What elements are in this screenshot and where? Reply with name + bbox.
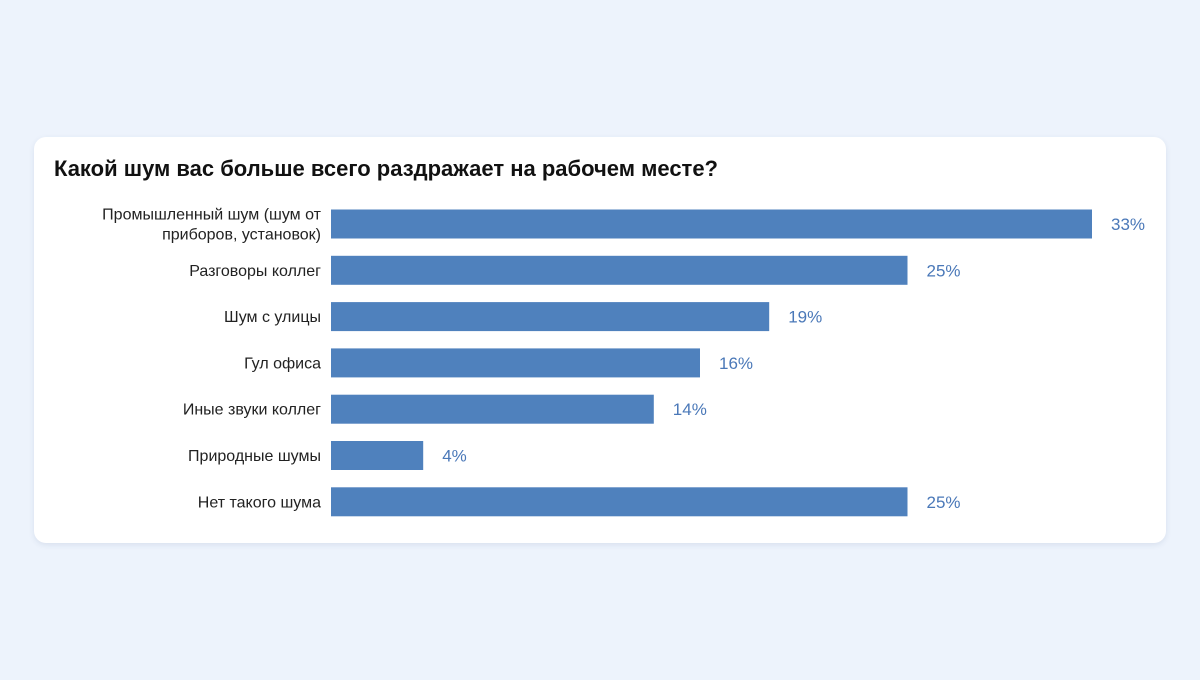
category-label: Иные звуки коллег <box>183 402 321 419</box>
category-label: Гул офиса <box>244 355 321 372</box>
bar-row: 4% Природные шумы <box>188 441 467 470</box>
value-label: 25% <box>927 261 961 280</box>
bar-chart: 33% Промышленный шум (шум от приборов, уст… <box>102 207 1145 517</box>
bar <box>331 394 654 424</box>
category-label: Шум с улицы <box>224 309 321 326</box>
bar <box>331 209 1092 239</box>
bar <box>331 302 770 332</box>
bar <box>331 348 700 378</box>
category-label: Промышленный шум (шум от <box>102 207 322 224</box>
value-label: 33% <box>1111 215 1145 234</box>
bar <box>331 255 908 285</box>
bar-row: 14% Иные звуки коллег <box>183 394 707 424</box>
chart-card: Какой шум вас больше всего раздражает на… <box>34 137 1166 543</box>
value-label: 4% <box>442 447 467 466</box>
value-label: 14% <box>673 400 707 419</box>
bar-row: 16% Гул офиса <box>244 348 753 378</box>
category-label: Нет такого шума <box>198 494 321 511</box>
bar-row: 33% Промышленный шум (шум от приборов, уст… <box>102 207 1145 244</box>
value-label: 19% <box>788 308 822 327</box>
chart-title: Какой шум вас больше всего раздражает на… <box>54 156 718 181</box>
category-label: Природные шумы <box>188 448 321 465</box>
category-label: Разговоры коллег <box>189 263 321 280</box>
bar <box>331 487 908 517</box>
bar-row: 25% Нет такого шума <box>198 487 961 517</box>
bar <box>331 441 424 470</box>
bar-row: 25% Разговоры коллег <box>189 255 961 285</box>
category-label: приборов, установок) <box>162 227 321 244</box>
value-label: 25% <box>927 493 961 512</box>
value-label: 16% <box>719 354 753 373</box>
bar-row: 19% Шум с улицы <box>224 302 822 332</box>
